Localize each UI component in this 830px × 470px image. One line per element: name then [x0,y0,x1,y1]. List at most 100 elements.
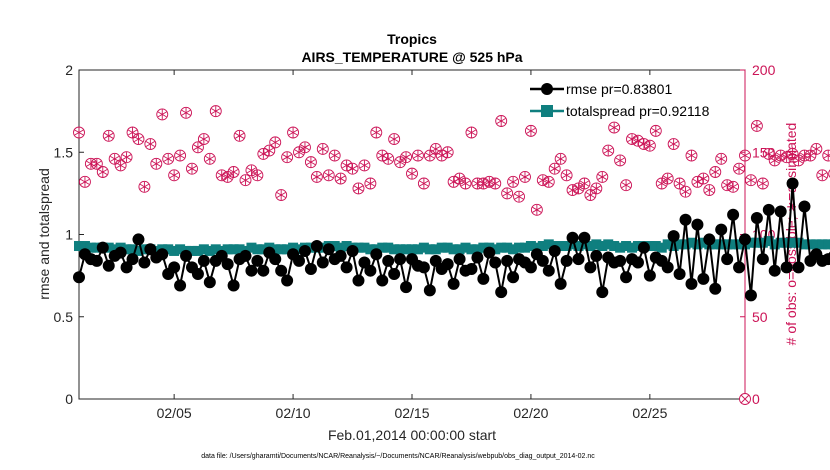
obs-marker [578,177,591,190]
obs-marker [156,108,169,121]
totalspread-point [466,244,477,255]
totalspread-point [151,245,162,256]
rmse-point [566,231,579,244]
totalspread-point [401,244,412,255]
totalspread-point [74,241,84,252]
obs-marker [524,124,537,137]
totalspread-point [728,239,739,250]
rmse-point [697,272,710,285]
totalspread-point [496,242,507,253]
rmse-point [221,258,234,271]
rmse-point [661,261,674,274]
obs-marker [197,133,210,146]
obs-marker [548,162,561,175]
rmse-point [203,276,216,289]
totalspread-point [127,244,138,255]
obs-marker [406,167,418,180]
obs-marker [346,162,359,175]
totalspread-point [335,242,346,253]
legend-rmse-label: rmse pr=0.83801 [566,81,672,97]
x-tick-label: 02/15 [394,405,429,421]
x-tick-label: 02/25 [632,405,667,421]
obs-marker [685,149,698,162]
rmse-point [191,267,204,280]
rmse-point [245,264,258,277]
rmse-point [590,249,603,262]
obs-marker [762,147,775,160]
totalspread-point [407,244,417,255]
rmse-point [614,254,627,267]
totalspread-point [627,242,638,253]
totalspread-point [531,242,542,253]
totalspread-point [823,239,830,250]
rmse-point [156,248,169,261]
obs-marker [822,149,830,162]
totalspread-point [716,239,727,250]
totalspread-point [228,244,239,255]
rmse-point [275,264,288,277]
totalspread-point [710,239,721,250]
totalspread-point [270,244,281,255]
totalspread-point [276,244,287,255]
totalspread-point [805,239,816,250]
obs-marker-zero [739,393,751,405]
rmse-point [798,200,811,213]
x-axis-ticks: 02/05 02/10 02/15 02/20 02/25 [157,70,668,421]
rmse-point [73,271,85,284]
rmse-point [739,233,751,246]
obs-marker [507,175,520,188]
rmse-point [281,274,294,287]
rmse-point [744,289,757,302]
obs-marker [709,166,722,178]
rmse-point [721,253,734,266]
totalspread-point [757,237,768,248]
rmse-point [322,243,335,256]
obs-marker [411,149,424,162]
totalspread-point [359,242,370,253]
totalspread-point [656,242,667,253]
totalspread-point [210,244,221,255]
rmse-point [524,261,537,274]
rmse-point [168,261,181,274]
rmse-point [227,279,240,292]
obs-marker [602,144,615,157]
rmse-point [370,248,383,261]
obs-marker [209,105,222,118]
totalspread-point [508,244,519,255]
obs-marker [221,170,234,183]
rmse-point [417,261,430,274]
obs-marker [174,149,187,162]
obs-marker [120,151,133,164]
rmse-point [293,254,306,267]
obs-marker [596,170,609,183]
totalspread-point [597,241,608,252]
obs-marker [316,143,329,155]
rmse-point [316,256,329,269]
totalspread-point [668,241,679,252]
rmse-point [501,254,514,267]
obs-marker [162,152,175,165]
right-tick-label: 200 [752,62,776,78]
totalspread-point [222,244,233,255]
obs-marker [78,175,91,188]
totalspread-point [698,237,709,248]
obs-marker [429,143,442,155]
totalspread-point [734,239,745,250]
totalspread-point [769,239,780,250]
rmse-point [126,253,139,266]
rmse-point [578,231,591,244]
obs-marker [697,172,710,185]
obs-marker [566,184,579,197]
rmse-point [554,277,567,290]
totalspread-point [418,242,429,253]
totalspread-point [543,239,554,250]
obs-marker [227,166,240,178]
obs-marker [191,141,204,154]
rmse-point [727,208,740,221]
obs-marker [530,203,543,216]
rmse-point [340,261,353,274]
rmse-point [334,249,347,262]
totalspread-point [555,241,566,252]
rmse-point [453,253,466,266]
totalspread-point [246,242,257,253]
